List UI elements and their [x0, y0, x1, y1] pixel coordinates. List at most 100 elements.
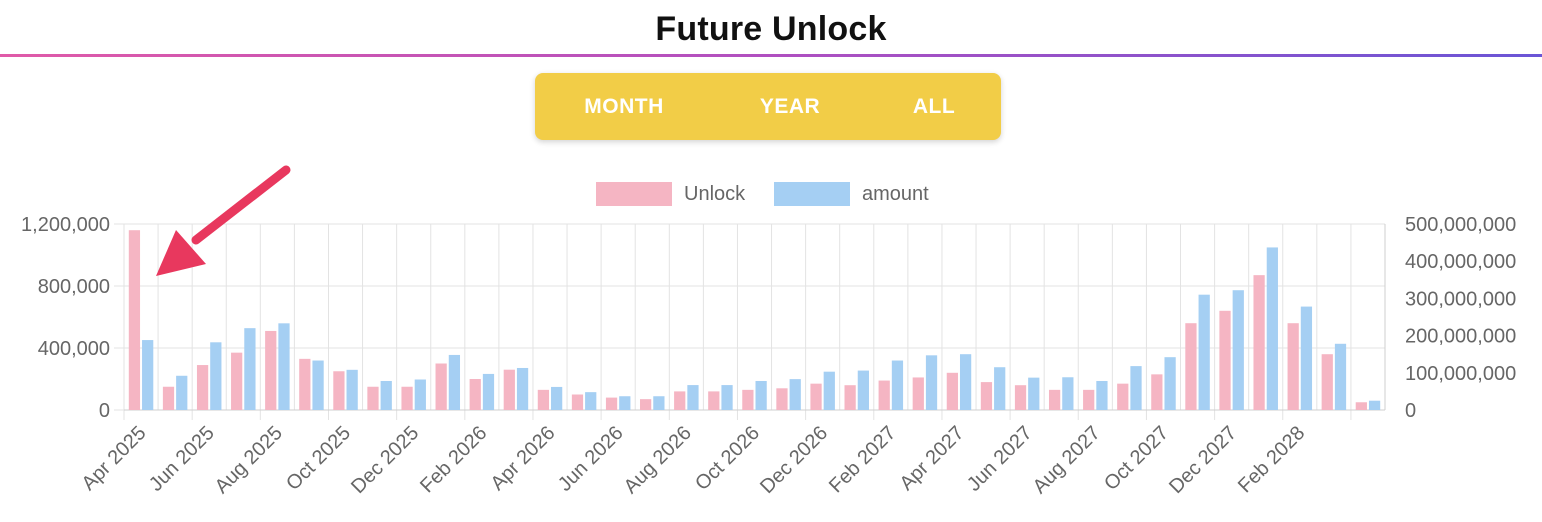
bar-unlock	[265, 330, 277, 410]
x-axis-tick-label: Dec 2027	[1165, 422, 1241, 498]
bar-amount	[1164, 357, 1176, 410]
x-axis-tick-label: Jun 2026	[554, 422, 628, 496]
bar-unlock	[980, 382, 993, 410]
bar-amount	[1096, 380, 1108, 410]
bar-unlock	[571, 394, 584, 410]
bar-amount	[448, 354, 461, 410]
bar-amount	[585, 392, 597, 410]
left-axis-tick-label: 1,200,000	[21, 214, 110, 236]
bar-unlock	[1117, 383, 1129, 410]
x-axis-tick-label: Feb 2028	[1234, 422, 1309, 497]
bar-amount	[551, 386, 563, 410]
bar-unlock	[1185, 323, 1197, 410]
bar-unlock	[708, 391, 720, 410]
bar-unlock	[1253, 275, 1265, 410]
bar-unlock	[231, 352, 243, 410]
right-axis-tick-label: 0	[1405, 400, 1416, 422]
left-axis-tick-label: 800,000	[38, 276, 110, 298]
bar-amount	[1198, 294, 1210, 410]
x-axis-tick-label: Jun 2027	[963, 422, 1037, 496]
bar-unlock	[742, 389, 754, 410]
bar-amount	[994, 367, 1006, 410]
x-axis-tick-label: Oct 2025	[282, 422, 355, 495]
x-axis-tick-label: Jun 2025	[145, 422, 219, 496]
x-axis-tick-label: Apr 2027	[896, 422, 969, 495]
bar-amount	[380, 380, 392, 410]
tab-all[interactable]: ALL	[912, 95, 956, 118]
bar-unlock	[844, 385, 856, 410]
bar-unlock	[162, 386, 175, 410]
bar-amount	[482, 373, 495, 410]
bar-amount	[516, 367, 529, 410]
bar-amount	[244, 328, 256, 410]
legend-label: Unlock	[684, 183, 746, 205]
bar-amount	[891, 360, 904, 410]
x-axis-tick-label: Oct 2026	[691, 422, 764, 495]
bar-amount	[925, 355, 938, 410]
bar-amount	[1232, 290, 1244, 410]
title-divider	[0, 54, 1542, 57]
x-axis-tick-label: Apr 2025	[78, 422, 151, 495]
bar-amount	[857, 370, 869, 410]
bar-amount	[619, 396, 631, 410]
right-axis-tick-label: 100,000,000	[1405, 363, 1516, 385]
bar-amount	[755, 380, 767, 410]
bar-unlock	[196, 365, 209, 410]
left-axis-tick-label: 400,000	[38, 338, 110, 360]
bar-unlock	[912, 377, 924, 410]
bar-unlock	[946, 372, 958, 410]
time-range-toggle: MONTH YEAR ALL	[535, 73, 1001, 140]
x-axis-tick-label: Feb 2026	[416, 422, 491, 497]
x-axis-tick-label: Feb 2027	[825, 422, 900, 497]
bar-amount	[1062, 377, 1074, 410]
bar-amount	[1300, 306, 1313, 410]
right-axis-tick-label: 500,000,000	[1405, 214, 1516, 236]
bar-unlock	[1151, 374, 1163, 410]
bar-unlock	[128, 230, 141, 410]
tab-month[interactable]: MONTH	[584, 95, 664, 118]
bar-amount	[789, 379, 801, 410]
legend-swatch	[774, 182, 850, 206]
bar-amount	[1368, 400, 1381, 410]
x-axis-tick-label: Aug 2026	[620, 422, 696, 498]
bar-amount	[278, 323, 290, 410]
legend-swatch	[596, 182, 672, 206]
bar-amount	[721, 385, 733, 410]
tab-year[interactable]: YEAR	[759, 95, 821, 118]
bar-unlock	[605, 397, 618, 410]
x-axis-tick-label: Dec 2025	[347, 422, 423, 498]
bar-amount	[414, 379, 426, 410]
right-axis-tick-label: 200,000,000	[1405, 326, 1516, 348]
bar-amount	[210, 342, 222, 410]
bar-unlock	[1287, 323, 1299, 410]
annotation-arrow-head	[156, 230, 206, 276]
bar-amount	[959, 354, 972, 410]
x-axis-tick-label: Dec 2026	[756, 422, 832, 498]
bar-amount	[823, 371, 835, 410]
bar-unlock	[640, 399, 652, 410]
annotation-arrow-shaft	[191, 165, 291, 245]
bar-unlock	[1048, 389, 1061, 410]
bar-amount	[1334, 343, 1347, 410]
bar-unlock	[1083, 389, 1095, 410]
x-axis-tick-label: Apr 2026	[487, 422, 560, 495]
x-axis-tick-label: Oct 2027	[1100, 422, 1173, 495]
bar-amount	[312, 360, 324, 410]
right-axis-tick-label: 400,000,000	[1405, 251, 1516, 273]
bar-unlock	[299, 358, 311, 410]
bar-unlock	[435, 363, 447, 410]
bar-amount	[653, 396, 665, 410]
bar-amount	[1130, 366, 1142, 410]
bar-unlock	[1219, 310, 1231, 410]
left-axis-tick-label: 0	[99, 400, 110, 422]
bar-amount	[142, 340, 154, 410]
bar-amount	[346, 369, 358, 410]
bar-unlock	[1355, 402, 1367, 410]
bar-unlock	[401, 386, 413, 410]
right-axis-tick-label: 300,000,000	[1405, 288, 1516, 310]
x-axis-tick-label: Aug 2025	[211, 422, 287, 498]
bar-unlock	[776, 388, 788, 410]
bar-unlock	[810, 383, 822, 410]
bar-unlock	[503, 369, 515, 410]
